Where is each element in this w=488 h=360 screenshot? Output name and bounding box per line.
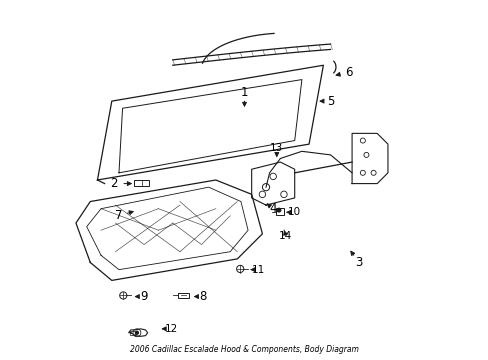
Text: 11: 11 bbox=[252, 265, 265, 275]
Text: 3: 3 bbox=[355, 256, 362, 269]
Circle shape bbox=[277, 208, 280, 212]
Bar bbox=[134, 180, 148, 186]
Text: 12: 12 bbox=[164, 324, 177, 334]
Bar bbox=[276, 208, 284, 215]
Text: 5: 5 bbox=[326, 95, 334, 108]
Text: 10: 10 bbox=[287, 207, 301, 217]
Text: 4: 4 bbox=[269, 202, 276, 215]
Bar bbox=[130, 330, 135, 335]
Text: 14: 14 bbox=[279, 231, 292, 240]
Bar bbox=[178, 293, 189, 298]
Text: 2: 2 bbox=[110, 177, 117, 190]
Text: 7: 7 bbox=[114, 210, 122, 222]
Text: 1: 1 bbox=[240, 86, 248, 99]
Text: 6: 6 bbox=[344, 66, 351, 79]
Text: 13: 13 bbox=[269, 143, 283, 153]
Text: 9: 9 bbox=[140, 290, 147, 303]
Circle shape bbox=[135, 331, 138, 334]
Text: 8: 8 bbox=[199, 290, 206, 303]
Text: 2006 Cadillac Escalade Hood & Components, Body Diagram: 2006 Cadillac Escalade Hood & Components… bbox=[130, 345, 358, 354]
